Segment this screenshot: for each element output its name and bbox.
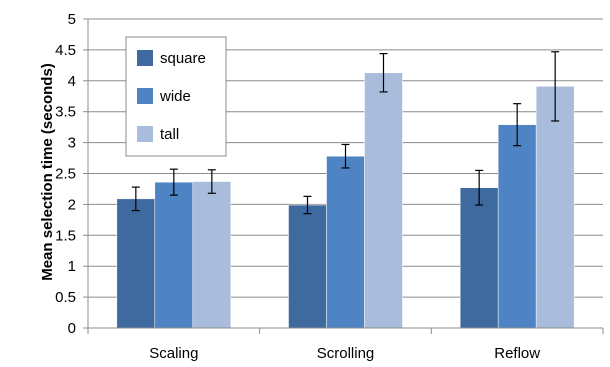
y-tick-label: 1 <box>68 258 76 275</box>
y-axis-title: Mean selection time (seconds) <box>39 63 56 281</box>
y-tick-label: 2.5 <box>55 166 76 183</box>
bar-square-reflow <box>459 187 499 329</box>
y-tick-label: 0.5 <box>55 289 76 306</box>
bar-wide-reflow <box>497 124 537 329</box>
y-tick-label: 3.5 <box>55 104 76 121</box>
y-tick-label: 3 <box>68 135 76 152</box>
legend-swatch-tall <box>137 126 153 142</box>
x-category-label: Reflow <box>494 345 540 362</box>
y-tick-label: 1.5 <box>55 227 76 244</box>
legend-label-tall: tall <box>160 126 179 143</box>
bar-tall-reflow <box>535 86 575 329</box>
bar-wide-scrolling <box>326 155 365 329</box>
bar-square-scaling <box>116 198 156 329</box>
y-tick-label: 2 <box>68 196 76 213</box>
bar-tall-scaling <box>192 181 232 329</box>
legend-swatch-square <box>137 50 153 66</box>
bar-wide-scaling <box>154 181 194 329</box>
legend: square wide tall <box>125 36 227 157</box>
bar-square-scrolling <box>288 204 327 329</box>
legend-swatch-wide <box>137 88 153 104</box>
y-tick-label: 0 <box>68 320 76 337</box>
error-bars <box>131 51 560 215</box>
y-tick-label: 4 <box>68 73 76 90</box>
y-tick-labels: 0 0.5 1 1.5 2 2.5 3 3.5 4 4.5 5 <box>55 11 76 337</box>
legend-label-square: square <box>160 50 206 67</box>
legend-label-wide: wide <box>159 88 191 105</box>
x-category-label: Scaling <box>149 345 198 362</box>
y-tick-label: 5 <box>68 11 76 28</box>
axes <box>83 18 604 334</box>
bars <box>116 72 575 329</box>
x-category-labels: Scaling Scrolling Reflow <box>149 345 540 362</box>
bar-tall-scrolling <box>364 72 403 329</box>
y-tick-label: 4.5 <box>55 42 76 59</box>
x-category-label: Scrolling <box>317 345 375 362</box>
